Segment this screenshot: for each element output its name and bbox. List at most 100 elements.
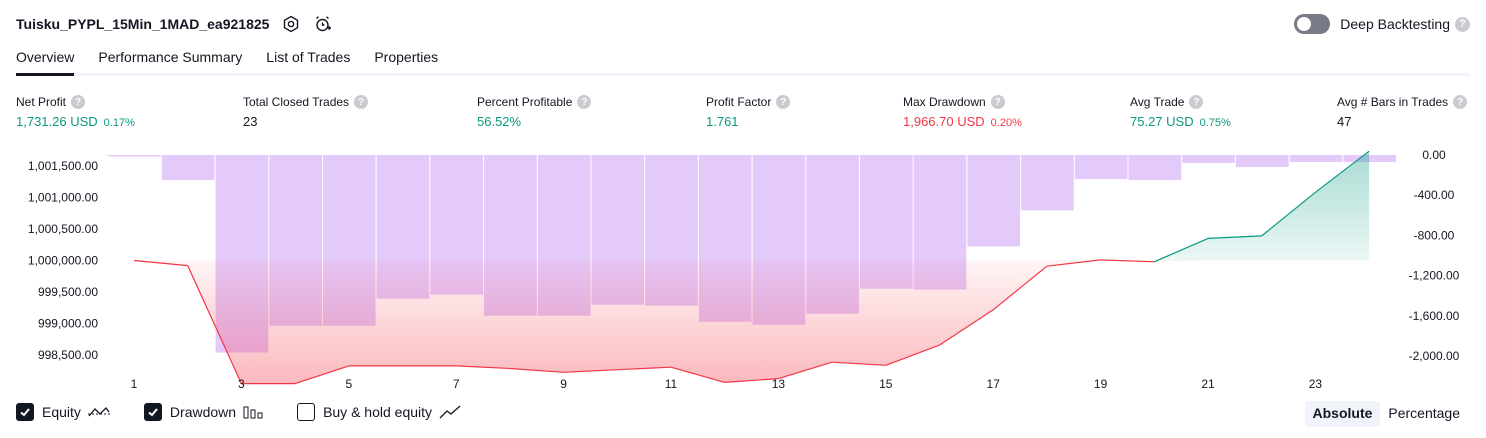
tab-overview[interactable]: Overview: [16, 46, 75, 76]
drawdown-bar: [161, 155, 215, 181]
y-left-tick-label: 998,500.00: [38, 348, 98, 362]
metric-value: 1,731.26 USD: [16, 114, 98, 129]
tab-list-of-trades[interactable]: List of Trades: [266, 49, 351, 65]
y-left-tick-label: 1,001,000.00: [28, 190, 98, 204]
info-icon[interactable]: ?: [1189, 95, 1204, 109]
metric-total-closed-trades: Total Closed Trades? 23: [243, 94, 369, 129]
info-icon[interactable]: ?: [990, 95, 1005, 109]
metric-label: Avg # Bars in Trades: [1337, 95, 1449, 109]
strategy-title: Tuisku_PYPL_15Min_1MAD_ea921825: [16, 16, 270, 32]
add-alert-icon[interactable]: [313, 14, 333, 34]
x-tick-label: 9: [560, 377, 567, 391]
y-left-tick-label: 1,000,000.00: [28, 254, 98, 268]
drawdown-bar: [1235, 155, 1289, 168]
equity-label: Equity: [42, 404, 81, 420]
info-icon[interactable]: ?: [776, 95, 791, 109]
metric-value: 47: [1337, 114, 1352, 129]
equity-line-segment: [133, 259, 188, 267]
y-right-tick-label: -2,000.00: [1409, 349, 1460, 363]
metric-label: Percent Profitable: [477, 95, 573, 109]
drawdown-bar: [1182, 155, 1235, 163]
buy-hold-line-icon: [438, 404, 462, 420]
info-icon[interactable]: ?: [1453, 95, 1468, 109]
y-right-tick-label: -1,200.00: [1409, 269, 1460, 283]
legend-buy-hold[interactable]: Buy & hold equity: [297, 403, 462, 421]
drawdown-label: Drawdown: [169, 404, 237, 420]
drawdown-bar: [1343, 155, 1396, 162]
x-tick-label: 15: [879, 377, 893, 391]
tab-performance-summary[interactable]: Performance Summary: [98, 49, 243, 65]
x-tick-label: 7: [453, 377, 460, 391]
buy-hold-label: Buy & hold equity: [323, 404, 433, 420]
metric-label: Avg Trade: [1130, 95, 1185, 109]
info-icon[interactable]: ?: [577, 95, 592, 109]
metric-value: 56.52%: [477, 114, 522, 129]
metric-label: Total Closed Trades: [243, 95, 350, 109]
equity-line-segment: [509, 367, 564, 373]
metric-avg-bars: Avg # Bars in Trades? 47: [1337, 94, 1468, 129]
equity-line-segment: [1100, 259, 1155, 263]
y-left-tick-label: 1,001,500.00: [28, 159, 98, 173]
x-tick-label: 1: [131, 377, 138, 391]
equity-gain-area: [134, 151, 1370, 261]
x-tick-label: 23: [1309, 377, 1323, 391]
equity-line-segment: [939, 309, 994, 346]
equity-line-segment: [294, 365, 349, 385]
drawdown-checkbox[interactable]: [143, 403, 162, 421]
tab-properties[interactable]: Properties: [374, 49, 439, 65]
buy-hold-checkbox[interactable]: [297, 403, 316, 421]
drawdown-bar: [1289, 155, 1343, 162]
y-left-tick-label: 999,500.00: [38, 285, 98, 299]
drawdown-bar: [1074, 155, 1128, 180]
equity-line-segment: [1154, 237, 1209, 263]
metric-percent: 0.20%: [990, 117, 1022, 129]
deep-backtesting-toggle[interactable]: [1294, 14, 1331, 34]
y-right-tick-label: -400.00: [1414, 188, 1455, 202]
equity-line-segment: [670, 366, 725, 383]
equity-line-segment: [456, 365, 510, 370]
equity-line-segment: [187, 265, 242, 384]
x-tick-label: 13: [772, 377, 786, 391]
metric-label: Max Drawdown: [903, 95, 986, 109]
x-tick-label: 21: [1201, 377, 1215, 391]
absolute-button[interactable]: Absolute: [1304, 401, 1381, 427]
legend-equity[interactable]: Equity: [16, 403, 111, 421]
y-right-tick-label: -800.00: [1414, 228, 1455, 242]
deep-backtesting-label: Deep Backtesting: [1340, 16, 1450, 32]
percentage-button[interactable]: Percentage: [1388, 405, 1460, 421]
y-left-tick-label: 1,000,500.00: [28, 222, 98, 236]
info-icon[interactable]: ?: [354, 95, 369, 109]
legend-drawdown[interactable]: Drawdown: [143, 403, 264, 421]
metric-net-profit: Net Profit? 1,731.26 USD 0.17%: [16, 94, 135, 129]
drawdown-bar: [108, 155, 161, 157]
equity-line-segment: [724, 378, 779, 383]
tab-bar: Overview Performance Summary List of Tra…: [16, 46, 1470, 76]
metric-percent-profitable: Percent Profitable? 56.52%: [477, 94, 592, 129]
metric-percent: 0.75%: [1199, 117, 1231, 129]
equity-checkbox[interactable]: [16, 403, 34, 421]
equity-line-segment: [617, 366, 672, 371]
x-tick-label: 5: [345, 377, 352, 391]
chart-legend: Equity Drawdown Buy & hold equity: [16, 403, 495, 421]
metric-value: 1.761: [706, 114, 739, 129]
metric-label: Profit Factor: [706, 95, 772, 109]
equity-line-segment: [992, 265, 1048, 311]
equity-line-segment: [1261, 191, 1316, 237]
equity-line-segment: [1207, 235, 1262, 239]
deep-backtesting: Deep Backtesting ?: [1294, 14, 1470, 34]
metric-avg-trade: Avg Trade? 75.27 USD 0.75%: [1130, 94, 1231, 129]
equity-line-segment: [1046, 259, 1101, 267]
info-icon[interactable]: ?: [71, 95, 86, 109]
equity-line-segment: [563, 369, 618, 373]
settings-icon[interactable]: [281, 14, 301, 34]
metric-profit-factor: Profit Factor? 1.761: [706, 94, 791, 129]
drawdown-bars-icon: [242, 404, 264, 420]
equity-line-icon: [87, 404, 111, 420]
x-tick-label: 11: [665, 377, 678, 391]
drawdown-bar: [967, 155, 1021, 247]
help-icon[interactable]: ?: [1455, 16, 1470, 32]
x-tick-label: 3: [238, 377, 245, 391]
metric-value: 75.27 USD: [1130, 114, 1194, 129]
equity-drawdown-chart: 1,001,500.00 1,001,000.00 1,000,500.00 1,00…: [28, 148, 1460, 391]
drawdown-bar: [1128, 155, 1182, 181]
